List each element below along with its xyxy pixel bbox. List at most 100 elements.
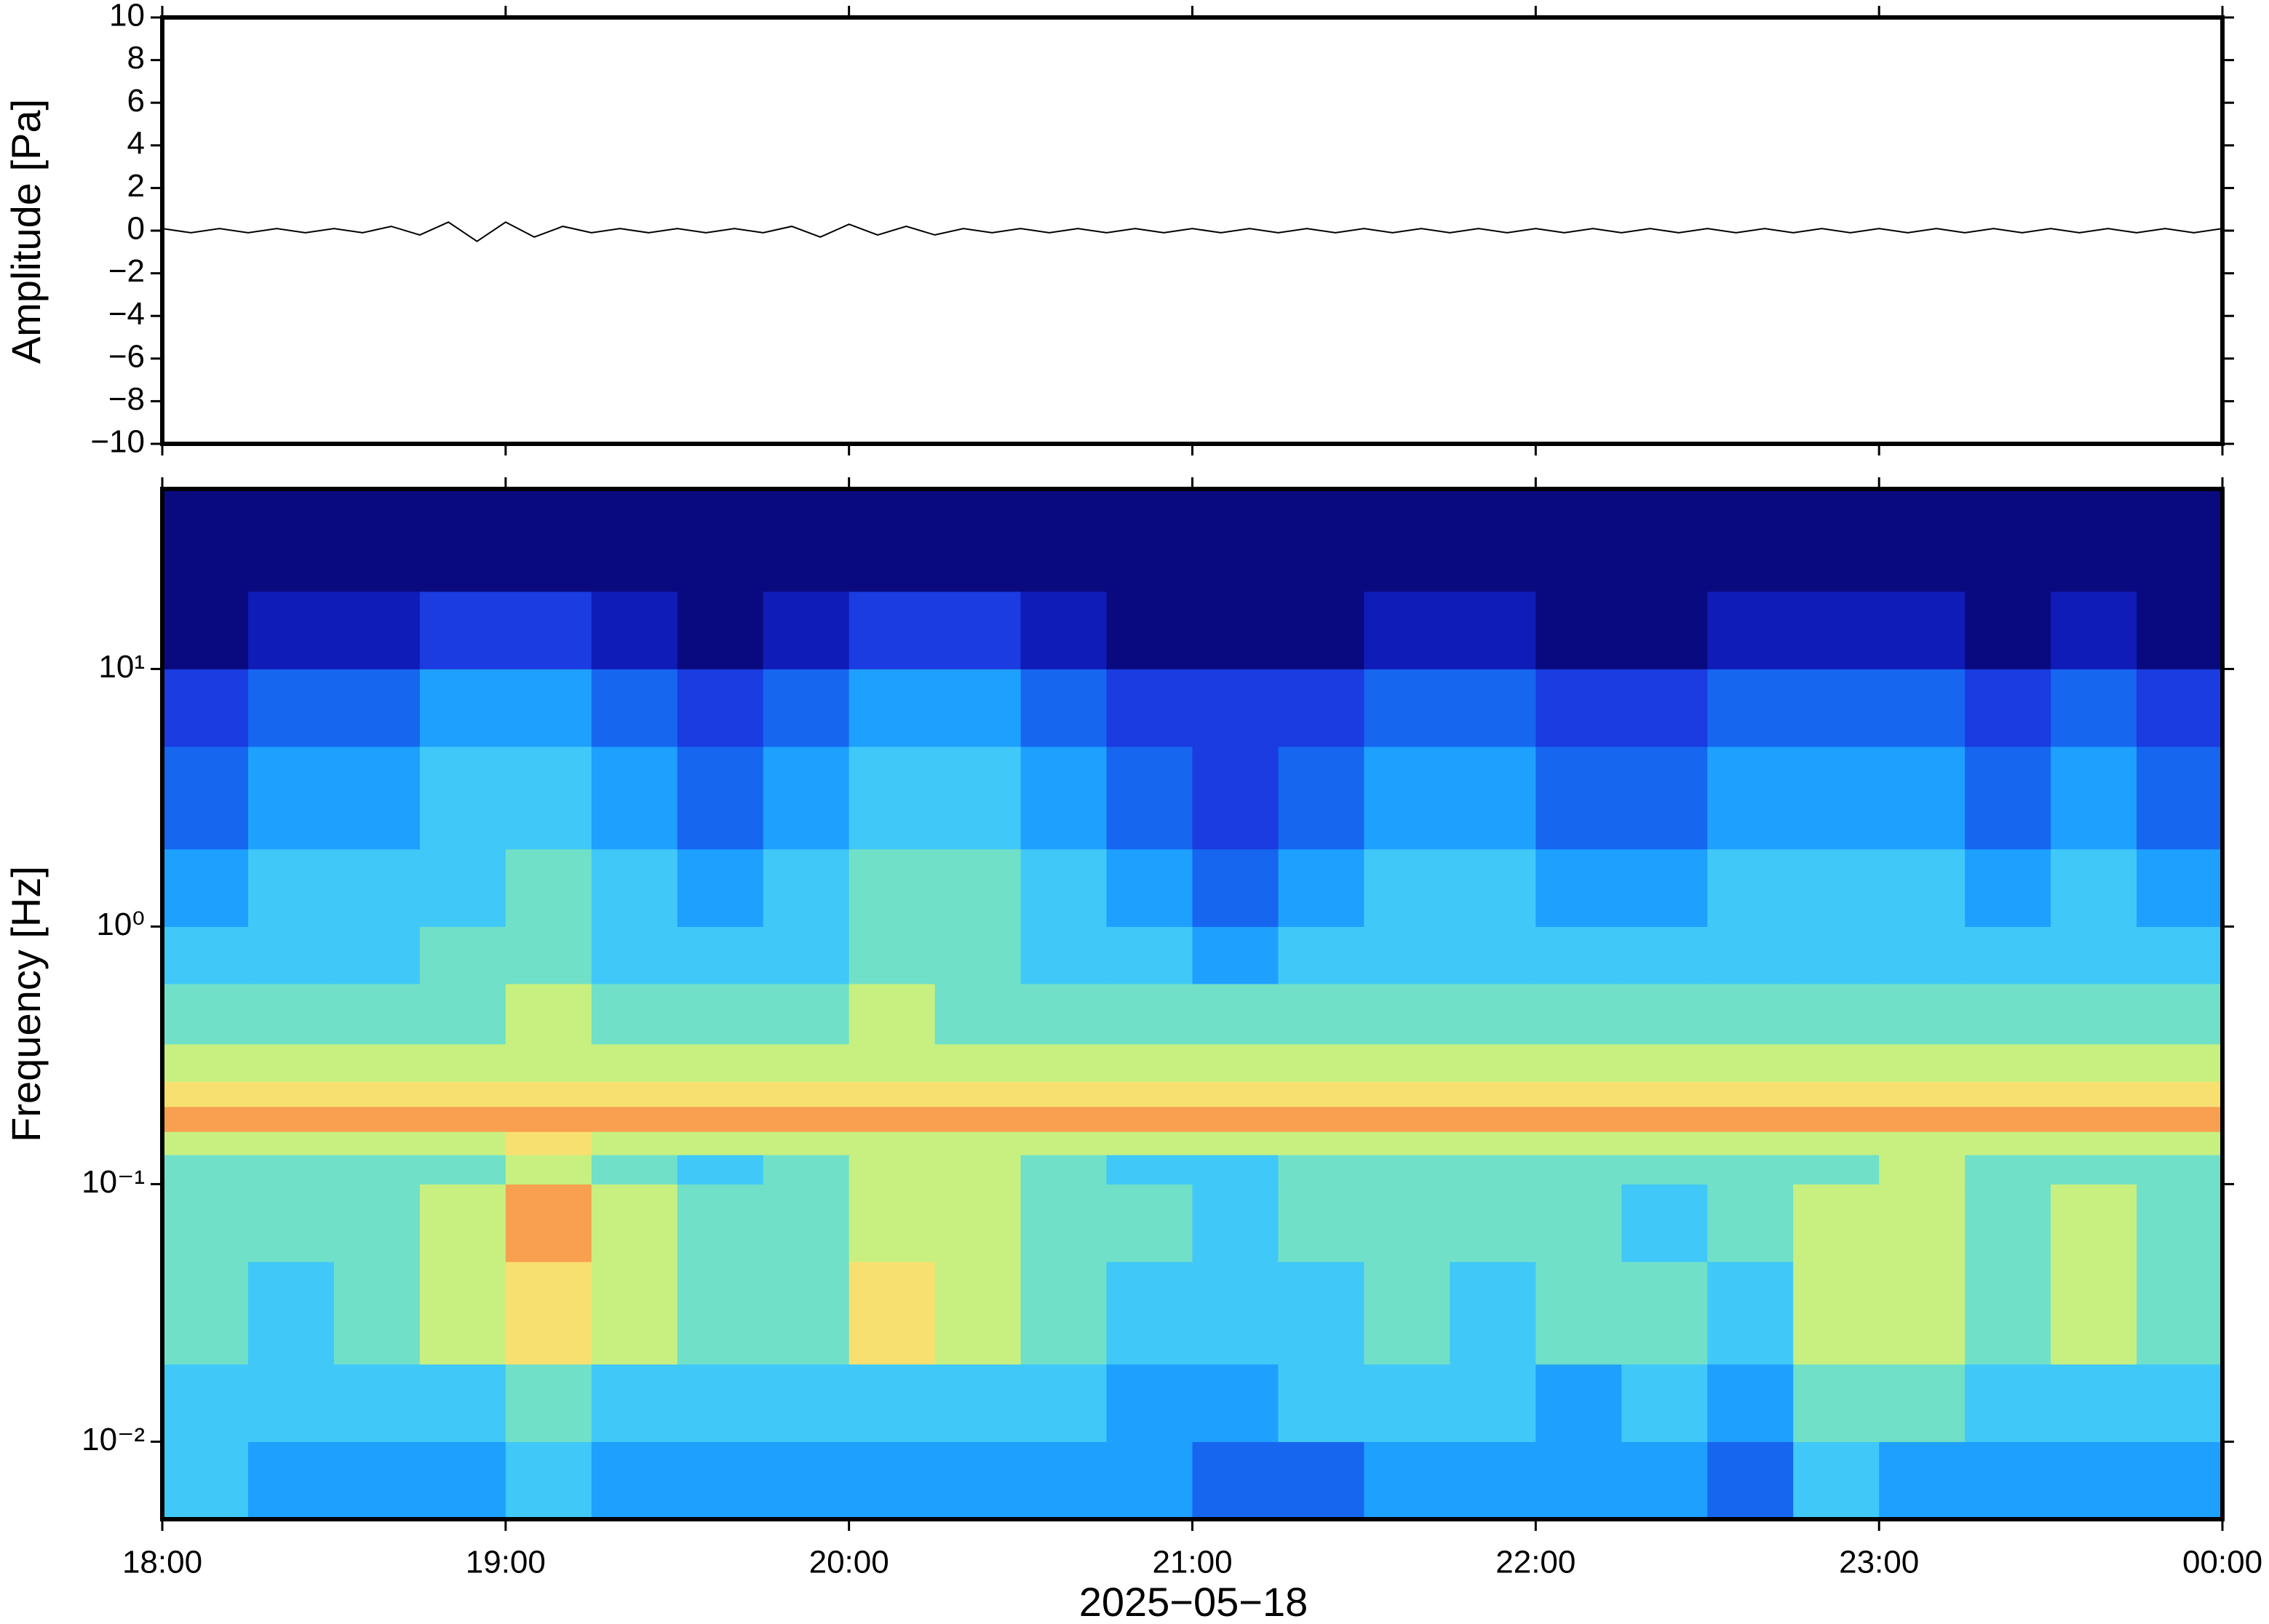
cell [1106,1364,1193,1442]
cell [1020,1364,1108,1442]
cell [2137,1081,2223,1107]
y-tick-label: 10⁰ [96,907,145,942]
cell [162,926,249,984]
cell [763,1106,850,1132]
cell [1965,1131,2051,1155]
y-tick-label: 10⁻¹ [82,1164,145,1200]
cell [1020,983,1108,1045]
cell [591,1364,678,1442]
cell [1450,1043,1536,1083]
cell [1020,1262,1108,1365]
cell [1020,1131,1108,1155]
cell [162,1081,249,1107]
cell [1535,983,1622,1045]
x-tick-label: 23:00 [1839,1545,1919,1580]
cell [934,747,1022,850]
cell [2137,983,2223,1045]
cell [1965,1262,2051,1365]
y-tick-label: 8 [127,40,145,76]
cell [419,489,506,592]
cell [1364,1441,1450,1520]
cell [247,1184,335,1262]
cell [1364,983,1450,1045]
cell [934,489,1022,592]
y-tick-label: −2 [108,253,145,289]
cell [2051,983,2137,1045]
cell [1278,1106,1364,1132]
cell [1535,1441,1622,1520]
cell [1278,1043,1364,1083]
y-tick-label: −8 [108,381,145,417]
cell [934,1043,1022,1083]
y-tick-label: 10¹ [98,649,145,685]
cell [1793,1262,1880,1365]
cell [677,1155,764,1185]
cell [2137,1131,2223,1155]
cell [419,1441,506,1520]
cell [419,747,506,850]
cell [1965,926,2051,984]
cell [333,669,421,747]
cell [677,848,764,927]
cell [162,983,249,1045]
cell [1793,983,1880,1045]
cell [505,926,592,984]
cell [591,747,678,850]
cell [505,591,592,669]
cell [1535,1106,1622,1132]
cell [934,848,1022,927]
cell [1965,489,2051,592]
cell [1364,669,1450,747]
cell [1879,1131,1966,1155]
cell [162,1131,249,1155]
cell [1020,669,1108,747]
cell [505,983,592,1045]
cell [1278,1441,1364,1520]
cell [419,848,506,927]
cell [333,591,421,669]
cell [505,1081,592,1107]
cell [1535,1043,1622,1083]
cell [677,926,764,984]
cell [1106,747,1193,850]
cell [1965,983,2051,1045]
cell [247,1441,335,1520]
cell [333,1131,421,1155]
cell [247,591,335,669]
cell [677,747,764,850]
cell [1879,669,1966,747]
cell [1621,1106,1708,1132]
cell [247,848,335,927]
cell [1793,1184,1880,1262]
cell [1020,747,1108,850]
cell [419,926,506,984]
cell [2051,1441,2137,1520]
cell [1192,983,1279,1045]
cell [1192,1155,1279,1185]
cell [763,1131,850,1155]
cell [2051,489,2137,592]
cell [2051,1184,2137,1262]
cell [1278,669,1364,747]
cell [1106,1441,1193,1520]
cell [1621,983,1708,1045]
cell [333,1106,421,1132]
cell [2051,1106,2137,1132]
cell [591,1262,678,1365]
cell [1621,1364,1708,1442]
cell [2051,1043,2137,1083]
y-tick-label: 10⁻² [82,1422,145,1457]
cell [1793,1106,1880,1132]
cell [2137,591,2223,669]
cell [1450,669,1536,747]
y-tick-label: 4 [127,125,145,161]
cell [419,1106,506,1132]
cell [2051,848,2137,927]
cell [247,669,335,747]
cell [591,1043,678,1083]
cell [1364,591,1450,669]
cell [1965,848,2051,927]
cell [591,669,678,747]
cell [1450,983,1536,1045]
cell [934,983,1022,1045]
